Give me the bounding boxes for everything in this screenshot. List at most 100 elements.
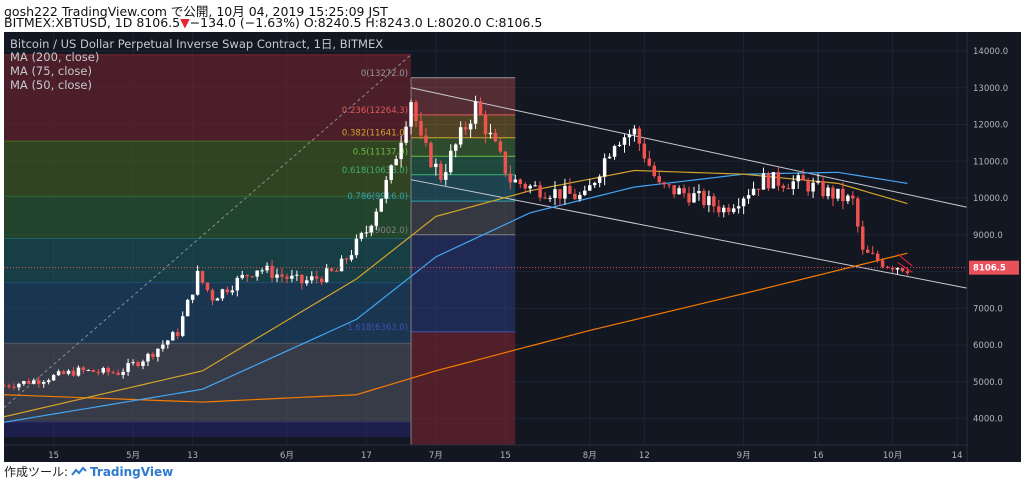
fib-band (4, 422, 412, 437)
legend-ma75[interactable]: MA (75, close) (10, 64, 92, 78)
candle-body (225, 289, 230, 293)
candle-body (146, 353, 150, 362)
candle-body (379, 198, 383, 212)
footer-label: 作成ツール: (4, 465, 69, 479)
x-tick-label: 12 (639, 451, 650, 461)
candle-body (493, 132, 498, 142)
moving-average-line (4, 252, 908, 403)
candle-body (290, 275, 294, 279)
candle-body (558, 189, 562, 199)
candle-body (468, 123, 473, 130)
candle-body (563, 185, 567, 199)
candle-body (667, 184, 671, 186)
symbol-label: BITMEX:XBTUSD, 1D 8106.5 (4, 15, 181, 30)
candle-body (548, 197, 552, 199)
candle-body (37, 380, 41, 384)
candle-body (116, 372, 120, 375)
candle-body (384, 179, 388, 199)
candle-body (895, 268, 900, 270)
candle-body (846, 195, 850, 202)
candle-body (543, 197, 547, 199)
fib-zone (411, 201, 516, 235)
candle-body (498, 141, 503, 152)
candle-body (573, 193, 577, 200)
candle-body (553, 189, 557, 198)
candle-body (444, 172, 448, 180)
candle-body (811, 182, 815, 192)
candle-body (349, 255, 354, 260)
candle-body (463, 127, 468, 130)
candle-body (726, 207, 731, 213)
candle-body (741, 198, 746, 207)
x-tick-label: 15 (48, 451, 59, 461)
candle-body (523, 183, 527, 189)
moving-average-line (4, 171, 908, 423)
candle-body (617, 144, 622, 147)
candle-body (717, 206, 721, 213)
candle-body (592, 182, 597, 186)
candle-body (175, 332, 180, 336)
candle-body (856, 198, 860, 227)
candle-body (61, 371, 66, 374)
candle-body (831, 187, 835, 199)
candle-body (538, 185, 542, 198)
x-tick-label: 7月 (429, 451, 443, 461)
candle-body (801, 175, 805, 181)
candle-body (195, 270, 200, 295)
tradingview-logo-icon (71, 466, 87, 476)
candle-body (652, 165, 657, 177)
candle-body (22, 381, 26, 384)
candle-body (230, 290, 235, 293)
fib-level-label: 1(9002.0) (366, 226, 408, 236)
candle-body (861, 226, 865, 250)
y-tick-label: 12000.0 (973, 121, 1008, 131)
x-tick-label: 8月 (583, 451, 597, 461)
candle-body (568, 185, 572, 194)
candle-body (632, 128, 637, 135)
candle-body (86, 369, 91, 371)
candle-body (205, 282, 210, 291)
candle-body (141, 361, 145, 366)
candle-body (682, 188, 686, 194)
legend-ma200[interactable]: MA (200, close) (10, 50, 100, 64)
x-tick-label: 14 (952, 451, 963, 461)
candle-body (602, 158, 607, 177)
candle-body (766, 173, 771, 189)
fib-band (4, 196, 412, 239)
candle-body (533, 185, 537, 187)
candle-body (865, 249, 870, 253)
candle-body (478, 101, 483, 115)
candle-body (369, 225, 374, 233)
candle-body (583, 190, 587, 195)
price-chart[interactable]: 0(13272.0) 0.236(12264.3) 0.382(11641.0) 0.… (4, 32, 1021, 462)
fib-level-label: 0(13272.0) (361, 69, 408, 79)
candle-body (161, 344, 165, 349)
price-axis-bg (967, 32, 1021, 462)
candle-body (7, 385, 11, 387)
chart-title: Bitcoin / US Dollar Perpetual Inverse Sw… (10, 37, 384, 51)
candle-body (791, 181, 796, 189)
candle-body (300, 274, 304, 284)
candle-body (131, 362, 135, 364)
fib-level-label: 0.786(9916.0) (347, 192, 408, 202)
candle-body (215, 298, 220, 301)
candle-body (46, 380, 51, 383)
fib-zone (411, 156, 516, 175)
candle-body (890, 267, 895, 270)
candle-body (776, 172, 781, 186)
candle-body (588, 185, 592, 191)
candle-body (166, 340, 170, 345)
candle-body (389, 165, 393, 180)
candle-body (453, 144, 458, 151)
fib-band (4, 282, 412, 344)
y-tick-label: 4000.0 (973, 415, 1003, 425)
x-tick-label: 9月 (737, 451, 751, 461)
candle-body (329, 268, 334, 271)
chart-panel[interactable]: 0(13272.0) 0.236(12264.3) 0.382(11641.0) 0.… (4, 32, 1021, 462)
legend-ma50[interactable]: MA (50, close) (10, 78, 92, 92)
y-tick-label: 5000.0 (973, 378, 1003, 388)
tradingview-brand[interactable]: TradingView (90, 464, 174, 479)
candle-body (414, 102, 418, 122)
candle-body (712, 196, 716, 207)
candle-body (513, 179, 518, 183)
